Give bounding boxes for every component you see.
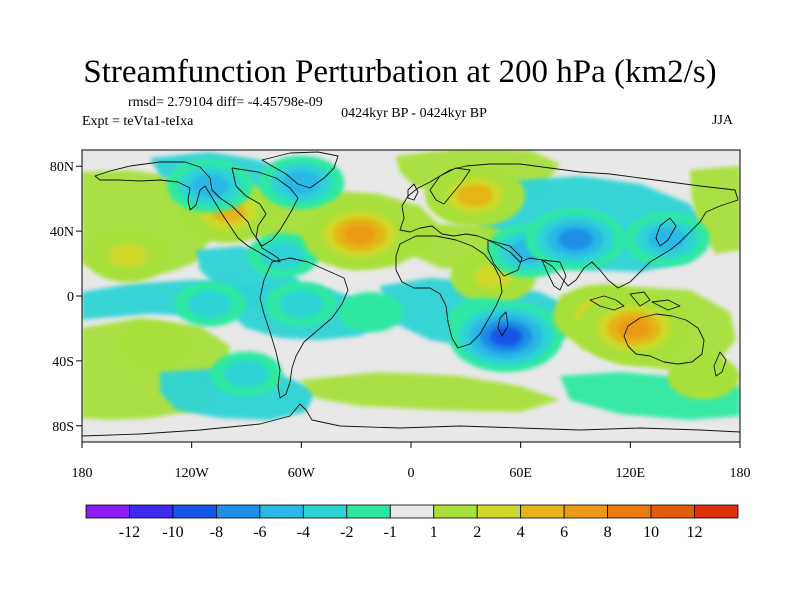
colorbar-label: 2 (473, 524, 481, 541)
colorbar-label: 6 (560, 524, 568, 541)
colorbar-label: -12 (119, 524, 140, 541)
lat-label: 0 (67, 290, 74, 305)
season-label: JJA (712, 113, 734, 128)
colorbar-label: 10 (643, 524, 659, 541)
colorbar-swatch (129, 504, 174, 519)
coastline-greenland (261, 151, 339, 189)
coastline-australia (623, 313, 705, 365)
lat-label: 40S (52, 355, 74, 370)
coastline-new-zealand (713, 351, 727, 377)
contour-core-9-level-1 (187, 290, 232, 318)
coastline-japan (655, 217, 677, 247)
lon-label: 60W (288, 466, 316, 481)
colorbar-label: 12 (687, 524, 703, 541)
colorbar-label: -8 (210, 524, 223, 541)
colorbar-swatch (172, 504, 217, 519)
colorbar-label: -10 (162, 524, 183, 541)
coastline-south-america (259, 257, 349, 399)
contour-core-19-level-2 (647, 227, 686, 252)
lon-label: 180 (730, 466, 751, 481)
lon-label: 60E (509, 466, 532, 481)
lon-label: 180 (72, 466, 93, 481)
coastline-africa (395, 235, 503, 349)
coastline-north-america (94, 161, 281, 263)
colorbar-label: -2 (340, 524, 353, 541)
colorbar-label: 8 (604, 524, 612, 541)
contour-core-10-level-1 (224, 360, 269, 388)
contour-core-1-level-1 (133, 330, 178, 359)
colorbar-swatch (520, 504, 565, 519)
colorbar-swatch (346, 504, 391, 519)
colorbar-label: 4 (517, 524, 525, 541)
colorbar-swatch (389, 504, 435, 519)
contour-core-6-level-4 (343, 224, 377, 245)
axis-ticks (76, 165, 741, 448)
stats-text: rmsd= 2.79104 diff= -4.45798e-09 (128, 95, 323, 110)
lon-label: 120W (175, 466, 210, 481)
colorbar-swatch (215, 504, 261, 519)
contour-core-20-level-1 (681, 363, 726, 391)
colorbar-label: -4 (297, 524, 310, 541)
colorbar-swatch (607, 504, 652, 519)
contour-core-14-level-3 (558, 228, 593, 251)
colorbar-swatch (302, 504, 348, 519)
coastline-scandinavia (429, 167, 471, 205)
contour-core-4-level-2 (282, 170, 321, 195)
coastline-antarctica (82, 403, 740, 437)
lon-label: 120E (616, 466, 646, 481)
colorbar-swatch (259, 504, 304, 519)
contour-core-16-level-4 (489, 326, 523, 347)
coastlines (82, 151, 740, 437)
lat-label: 80N (50, 160, 74, 175)
figure-title: Streamfunction Perturbation at 200 hPa (… (83, 54, 717, 90)
colorbar-swatch (85, 504, 130, 519)
lon-labels: 180 120W 60W 0 60E 120E 180 (72, 466, 751, 481)
lat-label: 80S (52, 420, 74, 435)
coastline-britain (407, 183, 419, 201)
map-area (82, 150, 740, 442)
colorbar-swatch (433, 504, 478, 519)
contour-fields (82, 150, 740, 420)
contour-core-3-level-2 (190, 173, 230, 198)
colorbar-labels: -12 -10 -8 -6 -4 -2 -1 1 2 4 6 8 10 12 (119, 524, 703, 541)
lat-labels: 80N 40N 0 40S 80S (50, 160, 74, 435)
colorbar-swatch (650, 504, 695, 519)
coastline-north-america-east (231, 167, 299, 247)
contour-core-7-level-0 (338, 292, 404, 333)
contour-core-8-level-1 (279, 290, 324, 318)
contour-core-5-level-1 (261, 241, 306, 270)
coastline-indonesia (589, 291, 681, 311)
contour-core-18-level-4 (617, 318, 651, 339)
colorbar (85, 504, 739, 519)
center-subtitle: 0424kyr BP - 0424kyr BP (341, 106, 487, 121)
coastline-eurasia (399, 163, 739, 289)
coastline-madagascar (497, 311, 509, 337)
coastline-india (541, 259, 567, 291)
contour-core-11-level-3 (457, 184, 493, 207)
experiment-text: Expt = teVta1-teIxa (82, 114, 194, 129)
colorbar-swatch (476, 504, 522, 519)
colorbar-swatch (694, 504, 739, 519)
contour-core-0-level-2 (108, 243, 147, 268)
colorbar-label: -6 (253, 524, 266, 541)
band-southern-ocean-positive (300, 372, 560, 412)
lat-label: 40N (50, 225, 74, 240)
colorbar-swatch (563, 504, 609, 519)
colorbar-label: -1 (384, 524, 397, 541)
lon-label: 0 (408, 466, 415, 481)
colorbar-label: 1 (430, 524, 438, 541)
coastline-arabia (487, 239, 523, 277)
